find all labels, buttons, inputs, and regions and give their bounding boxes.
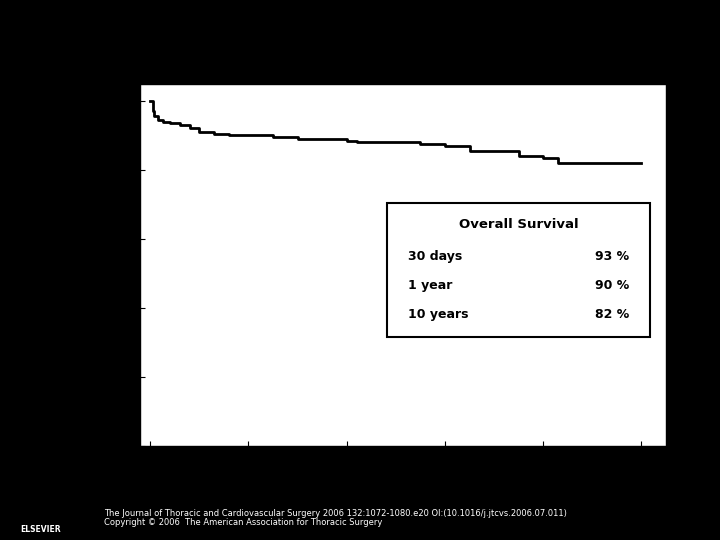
- Text: 24: 24: [633, 475, 650, 488]
- Text: 27: 27: [534, 475, 552, 488]
- X-axis label: Years From Repair: Years From Repair: [325, 475, 482, 489]
- Text: The Journal of Thoracic and Cardiovascular Surgery 2006 132:1072-1080.e20 Ol:(10: The Journal of Thoracic and Cardiovascul…: [104, 509, 567, 518]
- Text: 10 years: 10 years: [408, 308, 469, 321]
- Text: 61: 61: [240, 475, 257, 488]
- Text: 1 year: 1 year: [408, 279, 453, 292]
- Y-axis label: Survival (%): Survival (%): [92, 217, 106, 312]
- Text: Copyright © 2006  The American Association for Thoracic Surgery: Copyright © 2006 The American Associatio…: [104, 518, 383, 528]
- FancyBboxPatch shape: [387, 203, 650, 337]
- Text: 37: 37: [436, 475, 454, 488]
- Text: 116: 116: [138, 475, 163, 488]
- Text: Overall Survival: Overall Survival: [459, 218, 579, 231]
- Text: 30 days: 30 days: [408, 250, 463, 263]
- Text: ELSEVIER: ELSEVIER: [21, 525, 61, 534]
- Text: 82 %: 82 %: [595, 308, 629, 321]
- Text: 90 %: 90 %: [595, 279, 629, 292]
- Text: 93 %: 93 %: [595, 250, 629, 263]
- Text: Figure E1: Figure E1: [328, 17, 392, 31]
- Text: 52: 52: [338, 475, 356, 488]
